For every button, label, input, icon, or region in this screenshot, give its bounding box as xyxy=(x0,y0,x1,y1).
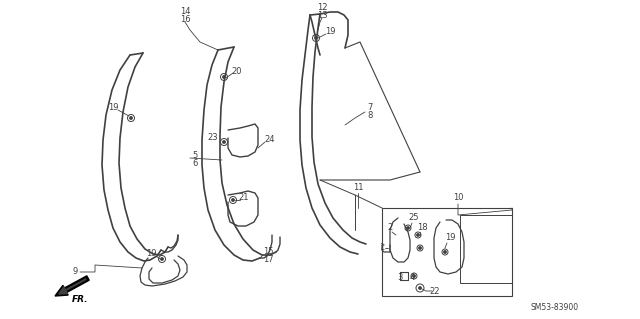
Text: 12: 12 xyxy=(317,4,327,12)
Text: 19: 19 xyxy=(146,249,156,258)
Circle shape xyxy=(407,227,409,229)
Text: 25: 25 xyxy=(409,213,419,222)
Text: 22: 22 xyxy=(429,286,440,295)
Text: 6: 6 xyxy=(192,159,198,167)
Text: 9: 9 xyxy=(72,268,77,277)
Text: 5: 5 xyxy=(193,151,198,160)
Circle shape xyxy=(417,234,419,236)
Text: 20: 20 xyxy=(232,68,243,77)
Text: 11: 11 xyxy=(353,183,364,192)
Text: 17: 17 xyxy=(262,256,273,264)
Text: FR.: FR. xyxy=(72,295,88,305)
Circle shape xyxy=(419,247,421,249)
Circle shape xyxy=(223,76,225,78)
Text: 2: 2 xyxy=(387,224,392,233)
Circle shape xyxy=(444,251,446,253)
Text: 14: 14 xyxy=(180,8,190,17)
Text: 10: 10 xyxy=(452,194,463,203)
Bar xyxy=(382,208,512,296)
Circle shape xyxy=(413,275,415,277)
Text: 19: 19 xyxy=(108,103,118,113)
Text: 13: 13 xyxy=(317,11,327,20)
Circle shape xyxy=(232,199,234,201)
Text: 18: 18 xyxy=(417,222,428,232)
Text: 4: 4 xyxy=(410,273,415,283)
Text: 19: 19 xyxy=(445,234,455,242)
Circle shape xyxy=(315,37,317,39)
Text: 19: 19 xyxy=(324,27,335,36)
Text: SM53-83900: SM53-83900 xyxy=(531,303,579,313)
Text: 15: 15 xyxy=(263,248,273,256)
Text: 3: 3 xyxy=(397,273,403,283)
Text: 8: 8 xyxy=(367,112,372,121)
Text: 1: 1 xyxy=(380,243,385,253)
Bar xyxy=(460,215,512,283)
Text: 16: 16 xyxy=(180,16,190,25)
FancyArrow shape xyxy=(55,276,89,296)
Circle shape xyxy=(130,117,132,119)
Circle shape xyxy=(161,258,163,260)
Circle shape xyxy=(419,287,421,289)
Text: 21: 21 xyxy=(239,194,249,203)
Text: 7: 7 xyxy=(367,103,372,113)
Text: 23: 23 xyxy=(208,133,218,143)
Circle shape xyxy=(223,141,225,143)
Text: 24: 24 xyxy=(265,136,275,145)
